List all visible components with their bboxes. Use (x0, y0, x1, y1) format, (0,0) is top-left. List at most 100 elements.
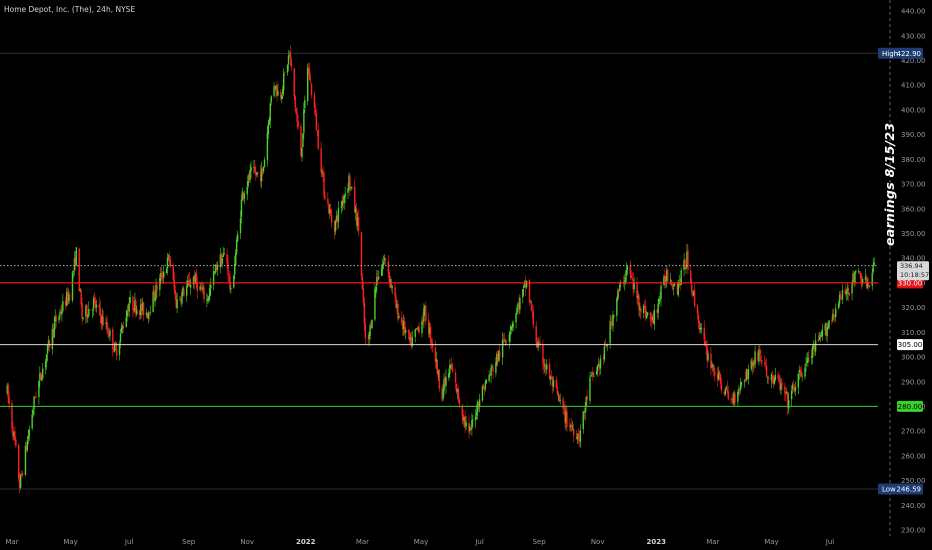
candle (835, 303, 837, 322)
candle (187, 275, 189, 288)
candle (207, 294, 209, 304)
candle (162, 265, 165, 284)
candle (114, 341, 116, 353)
candle (845, 289, 848, 301)
badge-value: 305.00 (898, 341, 923, 349)
candle (771, 370, 774, 384)
badge-value: 422.90 (897, 50, 922, 58)
candle (489, 372, 491, 376)
candle (637, 290, 639, 306)
level-badge-280[interactable]: 280.00 (897, 400, 923, 412)
candle (308, 62, 311, 81)
candle (685, 266, 687, 274)
candle (350, 186, 352, 192)
candle (469, 424, 471, 435)
candle (853, 272, 855, 286)
candle (316, 130, 319, 136)
candle (841, 284, 844, 304)
candle (235, 249, 237, 266)
candle (515, 312, 517, 329)
candle (558, 394, 560, 403)
candle (626, 266, 629, 276)
candle (734, 391, 736, 406)
candle (337, 201, 340, 229)
candle (491, 364, 493, 369)
candle (45, 354, 48, 370)
candle (343, 195, 345, 210)
candle (616, 296, 618, 322)
candle (300, 122, 302, 157)
candle (48, 339, 51, 353)
candle (247, 173, 249, 189)
candle (807, 351, 809, 367)
time-axis[interactable]: Mar May Jul Sep Nov 2022 Mar May Jul Sep Nov 2023 Ma… (5, 538, 834, 546)
candle (99, 300, 102, 324)
candle (20, 470, 23, 476)
candle (663, 274, 665, 286)
candle (788, 392, 790, 414)
time-tick-label: Mar (706, 538, 719, 546)
candle (364, 317, 367, 344)
candle (68, 291, 71, 305)
candle (112, 326, 114, 357)
candle (436, 359, 439, 377)
candle (307, 63, 309, 106)
candle (638, 293, 640, 317)
candle (437, 369, 439, 381)
candle (342, 193, 344, 209)
candle (798, 365, 800, 381)
candle (209, 284, 211, 302)
candle (113, 347, 115, 353)
earnings-annotation: earnings 8/15/23 (882, 122, 897, 246)
candle (572, 423, 575, 443)
candle (707, 350, 709, 363)
candle (597, 358, 600, 367)
candle (483, 386, 486, 396)
candle (383, 254, 386, 265)
candle (322, 165, 324, 182)
candle (86, 303, 88, 322)
candle (659, 292, 661, 303)
candle (727, 386, 729, 401)
level-badge-305[interactable]: 305.00 (897, 339, 923, 351)
candle (75, 247, 78, 267)
candle (324, 190, 326, 201)
candle (787, 391, 789, 415)
candle (833, 307, 835, 318)
candle (555, 376, 558, 389)
candle (777, 371, 779, 381)
candle (282, 85, 284, 100)
candle (188, 272, 191, 287)
candle (253, 159, 255, 174)
candle (779, 374, 781, 394)
candle (644, 300, 646, 308)
candle (556, 383, 559, 397)
candle (579, 424, 582, 448)
candle (664, 268, 666, 289)
candle (266, 126, 269, 167)
candle (169, 255, 172, 269)
candle (33, 395, 35, 416)
candle (590, 374, 592, 378)
candle (429, 322, 432, 349)
candle (19, 473, 22, 491)
candle (696, 304, 699, 320)
low-badge[interactable]: Low 246.59 (878, 483, 923, 495)
candle (770, 372, 773, 389)
candle (221, 255, 223, 268)
candle (535, 320, 537, 349)
candle (241, 187, 244, 201)
candle (141, 297, 144, 316)
candle (644, 299, 647, 322)
candle (658, 295, 660, 307)
candle (382, 255, 385, 269)
time-tick-label: Mar (5, 538, 18, 546)
candle (631, 272, 633, 281)
candle (155, 278, 157, 301)
candle (745, 368, 748, 382)
candle (261, 167, 264, 176)
candle (38, 379, 40, 405)
